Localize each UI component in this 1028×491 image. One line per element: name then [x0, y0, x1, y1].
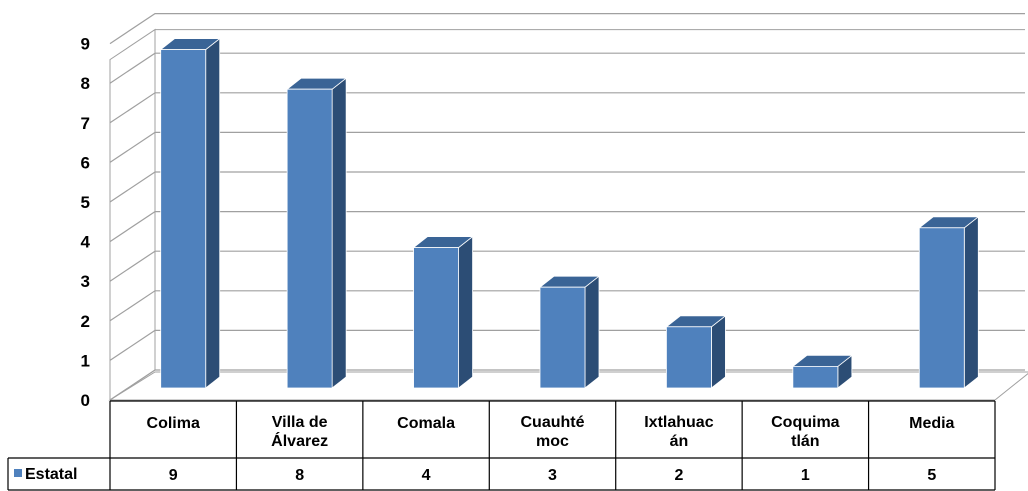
- gridlines: [109, 13, 1025, 401]
- gridline: [109, 52, 1025, 84]
- y-tick-label: 1: [81, 351, 90, 370]
- gridline: [109, 92, 1025, 124]
- bar-side: [963, 215, 979, 389]
- category-label: Cuauhté: [521, 414, 585, 431]
- y-tick-label: 3: [81, 272, 90, 291]
- y-tick-label: 7: [81, 114, 90, 133]
- category-label: Ixtlahuac: [644, 414, 713, 431]
- legend-label: Estatal: [25, 466, 77, 483]
- table-value: 3: [548, 467, 557, 484]
- category-label: Villa de: [272, 414, 328, 431]
- bar: [160, 49, 207, 389]
- table-value: 5: [927, 467, 936, 484]
- gridline: [109, 250, 1025, 282]
- gridline: [109, 290, 1025, 322]
- y-tick-label: 9: [81, 35, 90, 54]
- gridline: [109, 171, 1025, 203]
- y-tick-label: 6: [81, 153, 90, 172]
- category-label: tlán: [791, 433, 819, 450]
- y-tick-label: 5: [81, 193, 90, 212]
- bar: [539, 286, 586, 389]
- y-axis-ticks: 0 1 2 3 4 5 6 7 8 9: [81, 35, 91, 410]
- category-label: Colima: [147, 415, 200, 432]
- bar-side: [584, 275, 600, 389]
- category-label: Media: [909, 415, 954, 432]
- table-value: 4: [422, 467, 431, 484]
- legend-swatch: [14, 469, 22, 477]
- category-label: Coquima: [771, 414, 840, 431]
- gridline: [109, 13, 1025, 45]
- y-tick-label: 0: [81, 391, 90, 410]
- bar: [286, 88, 333, 389]
- bar-side: [711, 314, 726, 389]
- y-tick-label: 4: [81, 233, 91, 252]
- y-tick-label: 8: [81, 74, 90, 93]
- gridline: [109, 131, 1025, 163]
- bars: [159, 37, 980, 389]
- category-label: án: [670, 433, 689, 450]
- side-wall: [109, 28, 156, 401]
- gridline: [109, 211, 1025, 243]
- bar: [918, 227, 965, 389]
- bar: [666, 326, 712, 389]
- bar-side: [458, 235, 473, 389]
- table-value: 2: [674, 467, 683, 484]
- gridline: [109, 369, 1025, 401]
- table-value: 8: [295, 467, 304, 484]
- bar: [413, 247, 459, 389]
- table-value: 9: [169, 467, 178, 484]
- table-value: 1: [801, 467, 810, 484]
- category-label: Comala: [397, 415, 455, 432]
- bar-side: [331, 77, 347, 389]
- gridline: [109, 329, 1025, 361]
- bar: [792, 365, 839, 389]
- y-tick-label: 2: [81, 312, 90, 331]
- category-label: Álvarez: [271, 431, 328, 450]
- category-label: moc: [536, 433, 569, 450]
- bar-side: [205, 37, 221, 389]
